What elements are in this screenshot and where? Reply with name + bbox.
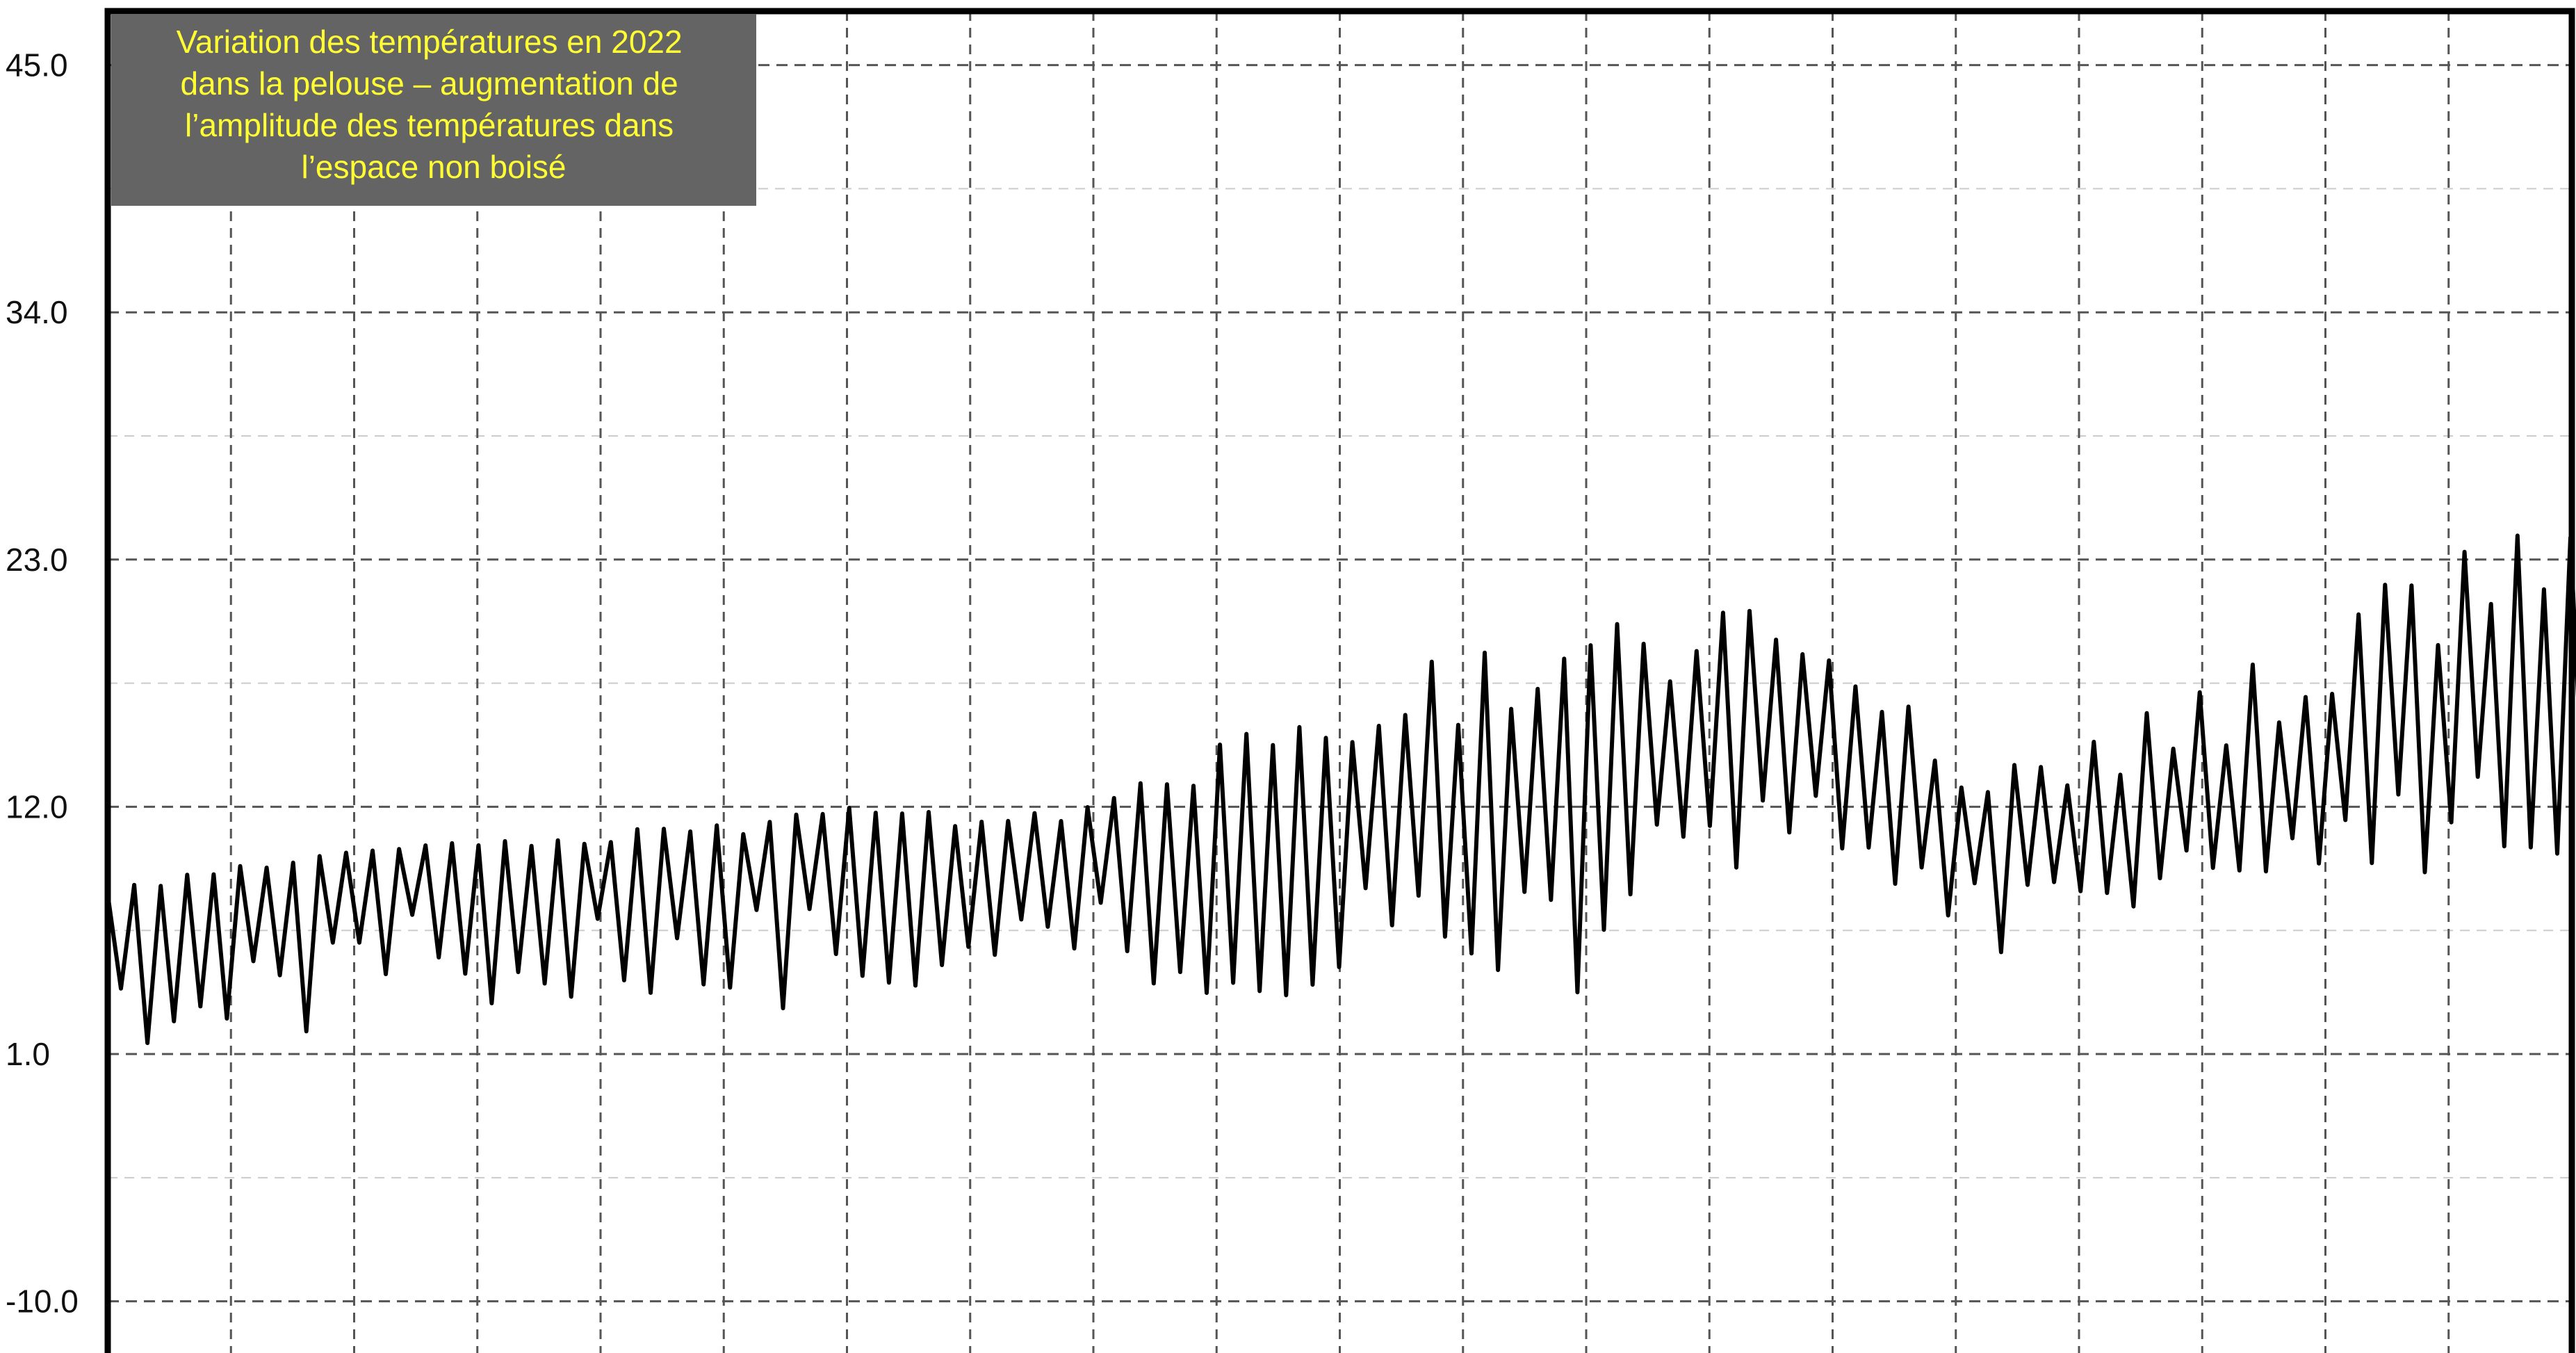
plot-frame [104, 8, 2575, 1353]
title-line-1: Variation des températures en 2022 [177, 24, 683, 60]
y-tick-label: 12.0 [6, 788, 68, 825]
minor-gridlines [108, 188, 2572, 1178]
title-line-3: l’amplitude des températures dans [185, 107, 674, 143]
y-tick-label: 1.0 [6, 1036, 50, 1072]
title-line-2: dans la pelouse – augmentation de [181, 65, 678, 102]
y-axis-tick-labels: 45.0 34.0 23.0 12.0 1.0 -10.0 [6, 47, 79, 1320]
y-tick-label: 34.0 [6, 294, 68, 330]
y-tick-label: 45.0 [6, 47, 68, 83]
temperature-series-line [106, 533, 2576, 1046]
title-line-4: l’espace non boisé [301, 149, 566, 185]
title-box-background [111, 14, 756, 206]
chart-title: Variation des températures en 2022 dans … [177, 24, 692, 185]
y-tick-label: -10.0 [6, 1283, 79, 1320]
y-tick-label: 23.0 [6, 542, 68, 578]
title-box: Variation des températures en 2022 dans … [111, 14, 756, 206]
major-gridlines [108, 11, 2572, 1353]
